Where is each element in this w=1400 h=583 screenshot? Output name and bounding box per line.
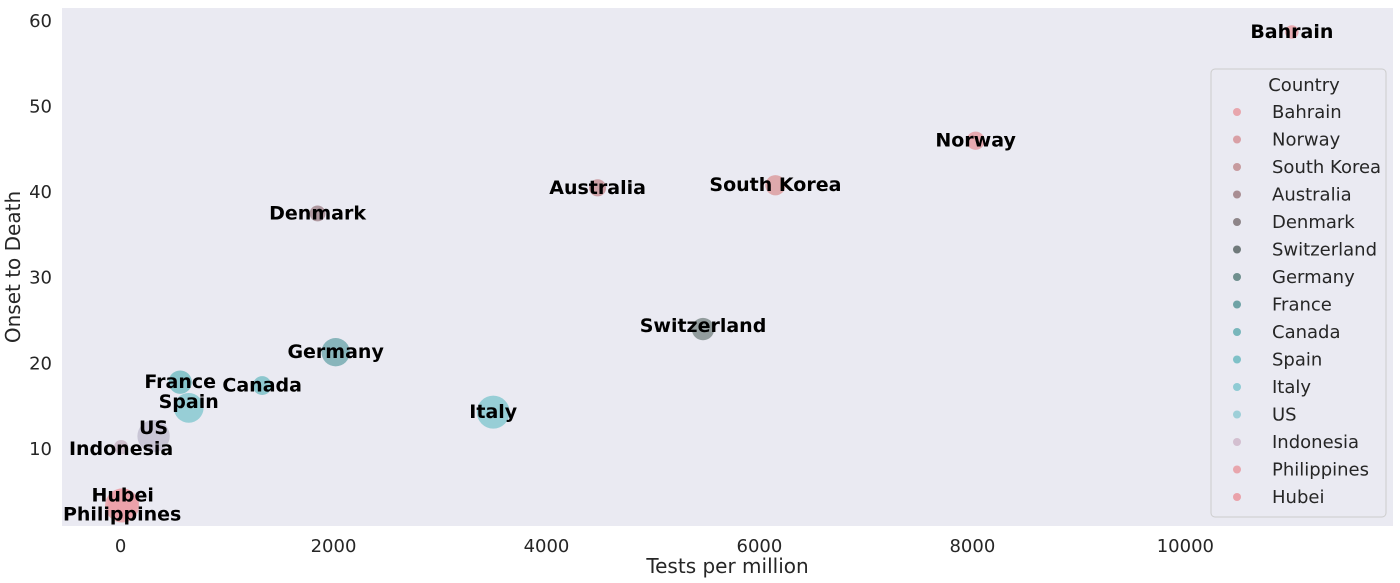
y-tick-label: 50 xyxy=(29,96,52,117)
legend-label: France xyxy=(1272,295,1332,316)
x-tick-label: 8000 xyxy=(949,536,995,557)
legend-label: Australia xyxy=(1272,185,1352,206)
point-label: Denmark xyxy=(269,202,366,224)
legend-marker xyxy=(1233,383,1241,391)
y-tick-label: 30 xyxy=(29,268,52,289)
point-label: Indonesia xyxy=(69,438,173,460)
legend-marker xyxy=(1233,410,1241,419)
legend-marker xyxy=(1233,465,1241,474)
legend-label: Norway xyxy=(1272,130,1341,151)
y-axis-ticks: 10 20 30 40 50 60 xyxy=(29,11,52,460)
legend-item: Switzerland xyxy=(1233,240,1377,261)
legend-marker xyxy=(1233,438,1241,446)
plot-area xyxy=(62,8,1393,526)
legend-marker xyxy=(1233,273,1241,281)
point-switzerland xyxy=(691,317,715,341)
legend-box xyxy=(1210,68,1387,518)
legend-label: Italy xyxy=(1272,377,1311,398)
x-axis-ticks: 0 2000 4000 6000 8000 10000 xyxy=(115,536,1214,557)
x-tick-label: 6000 xyxy=(737,536,783,557)
legend-marker xyxy=(1233,163,1241,171)
legend-label: Bahrain xyxy=(1272,102,1342,123)
point-label: Germany xyxy=(287,341,384,363)
point-norway xyxy=(966,131,985,150)
point-label: Hubei xyxy=(91,485,153,507)
x-tick-label: 10000 xyxy=(1157,536,1214,557)
y-tick-label: 20 xyxy=(29,353,52,374)
legend-label: Indonesia xyxy=(1272,432,1359,453)
legend-item: Australia xyxy=(1233,185,1352,206)
x-tick-label: 0 xyxy=(115,536,126,557)
legend-item: France xyxy=(1233,295,1332,316)
legend-label: South Korea xyxy=(1272,157,1381,178)
legend-marker xyxy=(1233,108,1241,116)
legend-marker xyxy=(1233,355,1241,364)
legend-label: Germany xyxy=(1272,267,1355,288)
point-australia xyxy=(589,179,607,197)
y-axis-label: Onset to Death xyxy=(1,191,25,343)
legend-label: Philippines xyxy=(1272,460,1369,481)
point-italy xyxy=(476,395,510,429)
legend-label: Spain xyxy=(1272,350,1322,371)
point-label: Canada xyxy=(222,375,302,397)
legend-item: Hubei xyxy=(1233,487,1324,508)
legend-item: Bahrain xyxy=(1233,102,1342,123)
legend-label: Denmark xyxy=(1272,212,1355,233)
legend-label: US xyxy=(1272,405,1297,426)
point-spain xyxy=(173,392,204,423)
legend-item: Philippines xyxy=(1233,460,1369,481)
legend: Country Bahrain Norway South Korea Australi… xyxy=(1210,68,1387,518)
legend-marker xyxy=(1233,328,1241,336)
x-axis-label: Tests per million xyxy=(645,554,808,578)
legend-marker xyxy=(1233,245,1241,254)
legend-item: Spain xyxy=(1233,350,1322,371)
legend-marker xyxy=(1233,493,1241,501)
x-tick-label: 2000 xyxy=(311,536,357,557)
point-label: Switzerland xyxy=(640,315,767,337)
point-south-korea xyxy=(765,175,786,196)
point-label: South Korea xyxy=(709,174,841,196)
point-france xyxy=(168,370,192,394)
legend-marker xyxy=(1233,218,1241,226)
point-label: France xyxy=(144,371,216,393)
point-label: Australia xyxy=(549,177,646,199)
legend-marker xyxy=(1233,190,1241,199)
point-hubei xyxy=(107,488,138,519)
point-label: Bahrain xyxy=(1250,21,1333,43)
x-tick-label: 4000 xyxy=(524,536,570,557)
y-tick-label: 10 xyxy=(29,439,52,460)
legend-item: Norway xyxy=(1233,130,1341,151)
y-tick-label: 60 xyxy=(29,11,52,32)
point-label: Philippines xyxy=(63,503,181,525)
points-layer xyxy=(105,25,1299,523)
legend-items: Bahrain Norway South Korea Australia Denmark… xyxy=(1233,102,1381,508)
legend-item: Canada xyxy=(1233,322,1341,343)
legend-title: Country xyxy=(1268,75,1340,96)
point-germany xyxy=(321,338,350,367)
legend-item: Indonesia xyxy=(1233,432,1359,453)
legend-label: Hubei xyxy=(1272,487,1324,508)
point-canada xyxy=(252,376,272,395)
point-label: Italy xyxy=(469,401,517,423)
legend-marker xyxy=(1233,300,1241,309)
point-bahrain xyxy=(1285,25,1299,39)
y-tick-label: 40 xyxy=(29,182,52,203)
point-us xyxy=(137,419,170,453)
legend-item: Italy xyxy=(1233,377,1311,398)
point-labels-layer: Bahrain Norway South Korea Australia Denmark… xyxy=(63,21,1333,525)
point-label: Spain xyxy=(159,391,219,413)
legend-item: Germany xyxy=(1233,267,1355,288)
legend-label: Canada xyxy=(1272,322,1341,343)
point-indonesia xyxy=(113,440,129,455)
point-label: Norway xyxy=(935,130,1016,152)
point-denmark xyxy=(309,205,326,222)
legend-item: South Korea xyxy=(1233,157,1381,178)
legend-item: Denmark xyxy=(1233,212,1355,233)
legend-marker xyxy=(1233,135,1241,144)
legend-item: US xyxy=(1233,405,1297,426)
point-label: US xyxy=(139,417,168,439)
legend-label: Switzerland xyxy=(1272,240,1377,261)
